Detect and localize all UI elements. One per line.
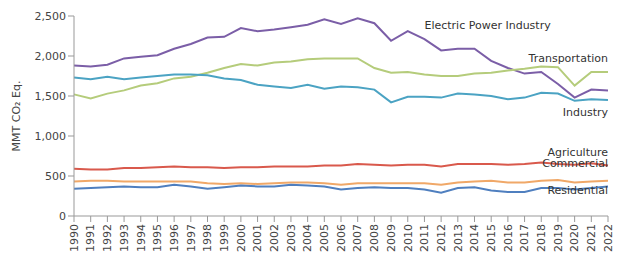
svg-text:2004: 2004	[301, 224, 314, 252]
svg-text:Electric Power Industry: Electric Power Industry	[424, 19, 551, 32]
svg-text:Transportation: Transportation	[528, 52, 608, 65]
svg-text:1996: 1996	[168, 224, 181, 252]
svg-text:1,500: 1,500	[35, 90, 67, 103]
svg-text:2014: 2014	[468, 224, 481, 252]
svg-text:MMT CO₂ Eq.: MMT CO₂ Eq.	[10, 81, 23, 152]
svg-text:500: 500	[45, 170, 66, 183]
svg-text:2015: 2015	[485, 224, 498, 252]
svg-text:2,500: 2,500	[35, 10, 67, 23]
svg-text:1992: 1992	[101, 224, 114, 252]
svg-text:1990: 1990	[68, 224, 81, 252]
svg-text:0: 0	[59, 210, 66, 223]
svg-text:2003: 2003	[285, 224, 298, 252]
svg-text:1999: 1999	[218, 224, 231, 252]
svg-text:1993: 1993	[118, 224, 131, 252]
svg-text:2005: 2005	[318, 224, 331, 252]
svg-text:2011: 2011	[418, 224, 431, 252]
svg-text:2016: 2016	[502, 224, 515, 252]
svg-text:2002: 2002	[268, 224, 281, 252]
svg-text:2018: 2018	[535, 224, 548, 252]
svg-text:1991: 1991	[84, 224, 97, 252]
svg-text:2019: 2019	[552, 224, 565, 252]
svg-text:2012: 2012	[435, 224, 448, 252]
svg-text:2001: 2001	[251, 224, 264, 252]
svg-text:2007: 2007	[351, 224, 364, 252]
svg-text:2013: 2013	[452, 224, 465, 252]
svg-text:Residential: Residential	[547, 184, 608, 197]
svg-text:1997: 1997	[185, 224, 198, 252]
svg-text:2,000: 2,000	[35, 50, 67, 63]
svg-text:2020: 2020	[568, 224, 581, 252]
svg-text:2017: 2017	[518, 224, 531, 252]
svg-text:2000: 2000	[235, 224, 248, 252]
svg-text:Agriculture: Agriculture	[547, 145, 608, 159]
svg-text:2006: 2006	[335, 224, 348, 252]
svg-text:2009: 2009	[385, 224, 398, 252]
svg-text:Commercial: Commercial	[542, 157, 608, 170]
svg-text:2021: 2021	[585, 224, 598, 252]
svg-text:2008: 2008	[368, 224, 381, 252]
svg-text:Industry: Industry	[563, 106, 609, 119]
svg-text:2010: 2010	[402, 224, 415, 252]
svg-text:1994: 1994	[135, 224, 148, 252]
svg-text:1,000: 1,000	[35, 130, 67, 143]
svg-text:1995: 1995	[151, 224, 164, 252]
svg-text:1998: 1998	[201, 224, 214, 252]
svg-text:2022: 2022	[602, 224, 615, 252]
